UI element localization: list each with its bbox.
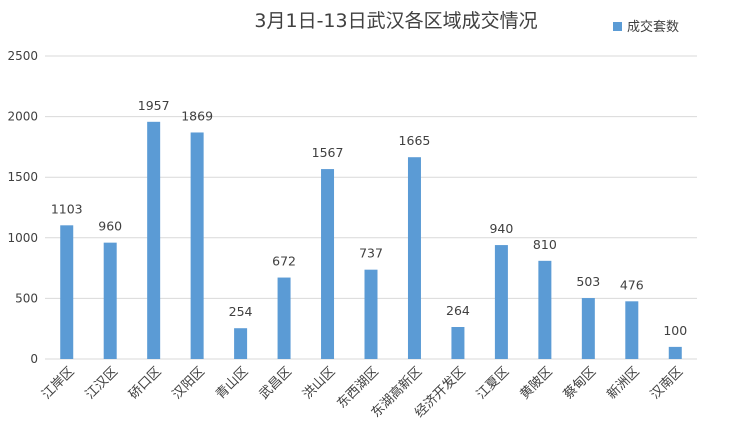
- y-tick-label: 1500: [7, 170, 38, 184]
- bar: [147, 121, 161, 359]
- data-label: 672: [272, 254, 296, 269]
- bar: [451, 327, 465, 359]
- bar: [494, 245, 508, 359]
- bar: [668, 346, 682, 359]
- x-category-label: 武昌区: [257, 364, 295, 402]
- bar: [277, 277, 291, 359]
- x-category-label: 江夏区: [474, 364, 512, 402]
- bars: [60, 121, 682, 359]
- data-label: 1103: [51, 201, 83, 216]
- y-tick-label: 2500: [7, 49, 38, 63]
- data-label: 1665: [399, 133, 431, 148]
- x-category-label: 江岸区: [39, 364, 77, 402]
- data-label: 254: [229, 304, 253, 319]
- data-label: 264: [446, 303, 470, 318]
- bar: [60, 225, 74, 359]
- x-category-label: 青山区: [213, 364, 251, 402]
- bar: [581, 298, 595, 359]
- data-label: 1869: [181, 108, 213, 123]
- bar: [103, 242, 117, 359]
- data-label: 476: [620, 277, 644, 292]
- data-label: 960: [98, 219, 122, 234]
- x-category-label: 江汉区: [83, 364, 121, 402]
- x-category-label: 黄陂区: [517, 364, 556, 403]
- bar: [407, 157, 421, 359]
- x-category-label: 蔡甸区: [561, 364, 599, 402]
- legend: 成交套数: [613, 19, 679, 35]
- data-label: 940: [489, 221, 513, 236]
- y-tick-label: 500: [15, 291, 38, 305]
- data-label: 503: [576, 274, 600, 289]
- bar: [190, 132, 204, 359]
- data-labels: 1103 960 1957 1869 254 672 1567 737 1665 264 940 81…: [51, 98, 687, 338]
- x-category-label: 洪山区: [300, 364, 338, 402]
- y-axis-ticks: 0 500 1000 1500 2000 2500: [7, 49, 38, 366]
- bar: [625, 301, 639, 359]
- y-tick-label: 1000: [7, 231, 38, 245]
- data-label: 1567: [312, 145, 344, 160]
- bar: [538, 260, 552, 359]
- data-label: 1957: [138, 98, 170, 113]
- bar: [234, 328, 248, 359]
- x-category-label: 汉阳区: [170, 364, 208, 402]
- data-label: 810: [533, 237, 557, 252]
- x-category-label: 新洲区: [604, 364, 643, 403]
- bar: [364, 269, 378, 359]
- x-category-label: 硚口区: [126, 364, 164, 402]
- legend-label: 成交套数: [627, 19, 679, 35]
- legend-swatch: [613, 22, 622, 31]
- bar: [321, 169, 335, 359]
- data-label: 737: [359, 246, 383, 261]
- y-tick-label: 2000: [7, 110, 38, 124]
- y-tick-label: 0: [30, 352, 38, 366]
- data-label: 100: [663, 323, 687, 338]
- chart-title: 3月1日-13日武汉各区域成交情况: [254, 10, 537, 32]
- x-category-label: 汉南区: [647, 364, 686, 403]
